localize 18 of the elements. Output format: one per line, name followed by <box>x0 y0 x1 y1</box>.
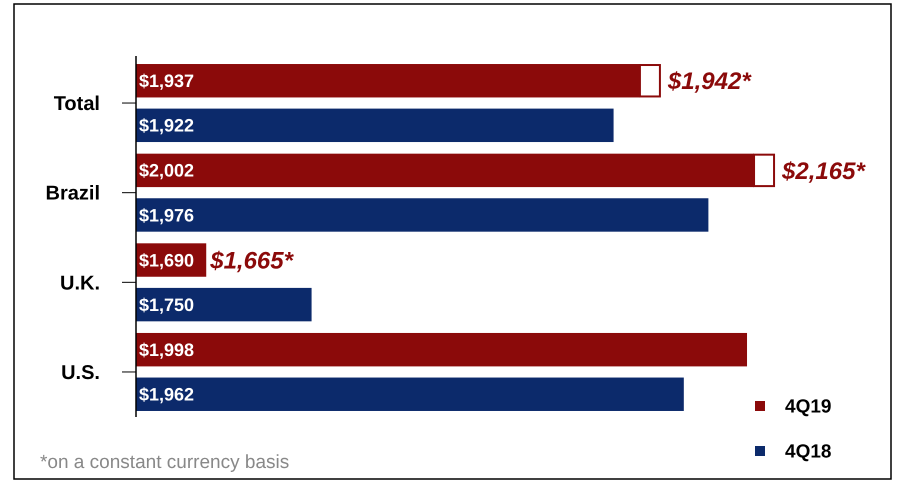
data-label: $1,976 <box>139 205 194 226</box>
text: *on a constant currency basis <box>40 452 290 473</box>
y-tick-label: Total <box>54 93 100 116</box>
annotation: $2,165* <box>781 158 866 185</box>
y-tick-label: U.S. <box>61 362 100 384</box>
annotation: $1,942* <box>666 68 752 96</box>
data-label: $1,922 <box>139 116 194 136</box>
y-tick-label: U.K. <box>60 272 100 294</box>
data-label: $1,998 <box>139 340 194 360</box>
data-label: $1,750 <box>139 294 194 315</box>
y-tick-label: Brazil <box>46 182 100 205</box>
legend-label: 4Q18 <box>785 442 832 463</box>
data-label: $1,937 <box>139 71 194 92</box>
data-label: $1,690 <box>139 250 194 270</box>
annotation: $1,665* <box>209 247 295 274</box>
data-label: $2,002 <box>139 160 194 181</box>
legend-label: 4Q19 <box>785 396 832 418</box>
data-label: $1,962 <box>139 384 194 405</box>
